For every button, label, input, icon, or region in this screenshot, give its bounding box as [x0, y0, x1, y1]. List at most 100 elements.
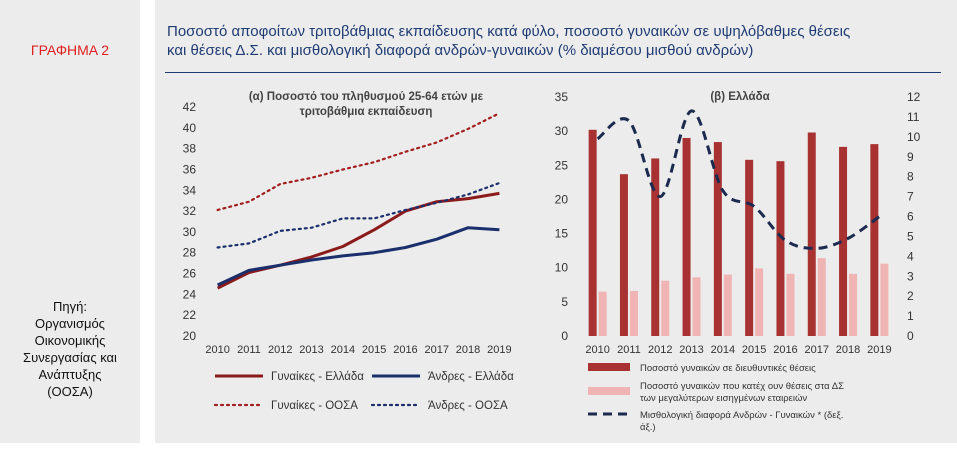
x-tick-label: 2011 [237, 344, 261, 356]
y-tick-label: 38 [183, 142, 197, 156]
y2-tick-label: 11 [907, 110, 920, 124]
y-tick-label: 30 [183, 225, 197, 239]
bar-boards [692, 277, 701, 336]
y-tick-label: 28 [183, 246, 197, 260]
chart-b-title: (β) Ελλάδα [710, 91, 769, 103]
y-tick-label: 15 [555, 227, 569, 241]
x-tick-label: 2017 [805, 344, 829, 356]
bar-managers [682, 137, 691, 336]
y-tick-label: 32 [183, 204, 197, 218]
y2-tick-label: 5 [907, 229, 914, 243]
bar-boards [880, 263, 889, 336]
legend-swatch [588, 387, 630, 395]
x-tick-label: 2015 [742, 344, 766, 356]
bar-managers [745, 159, 754, 336]
title-divider [165, 72, 941, 73]
source-line: (ΟΟΣΑ) [47, 384, 93, 399]
x-tick-label: 2016 [773, 344, 797, 356]
chart-a-title: (α) Ποσοστό του πληθυσμού 25-64 ετών με [249, 91, 484, 103]
chart-a-title: τριτοβάθμια εκπαίδευση [300, 106, 433, 118]
y-tick-label: 20 [183, 329, 197, 343]
x-tick-label: 2013 [679, 344, 703, 356]
x-tick-label: 2014 [331, 344, 355, 356]
legend-label: Άνδρες - Ελλάδα [428, 371, 514, 383]
y-tick-label: 40 [183, 121, 197, 135]
figure-panel: Ποσοστό αποφοίτων τριτοβάθμιας εκπαίδευσ… [155, 0, 957, 443]
bar-boards [598, 291, 607, 336]
x-tick-label: 2017 [425, 344, 449, 356]
figure-title-line: και θέσεις Δ.Σ. και μισθολογική διαφορά … [167, 42, 754, 59]
y-tick-label: 34 [183, 183, 197, 197]
y-tick-label: 10 [555, 261, 569, 275]
bar-managers [839, 146, 848, 336]
legend-label: Μισθολογική διαφορά Ανδρών - Γυναικών * … [640, 410, 843, 421]
bar-managers [713, 142, 722, 336]
y-tick-label: 22 [183, 308, 197, 322]
x-tick-label: 2018 [456, 344, 480, 356]
figure-title-line: Ποσοστό αποφοίτων τριτοβάθμιας εκπαίδευσ… [167, 23, 851, 40]
x-tick-label: 2016 [393, 344, 417, 356]
gap-line [596, 109, 881, 250]
y2-tick-label: 2 [907, 289, 914, 303]
x-tick-label: 2010 [205, 344, 229, 356]
bar-managers [807, 132, 816, 336]
x-tick-label: 2010 [585, 344, 609, 356]
y-tick-label: 20 [555, 192, 569, 206]
y2-tick-label: 12 [907, 90, 921, 104]
y-tick-label: 42 [183, 100, 197, 114]
y2-tick-label: 1 [907, 309, 914, 323]
y-tick-label: 26 [183, 267, 197, 281]
chart-b-greece: (β) Ελλάδα051015202530350123456789101112… [555, 90, 921, 433]
y2-tick-label: 8 [907, 170, 914, 184]
bar-managers [619, 174, 628, 336]
y-tick-label: 5 [561, 295, 568, 309]
y-tick-label: 35 [555, 90, 569, 104]
source-line: Οργανισμός [35, 316, 105, 331]
x-tick-label: 2019 [487, 344, 511, 356]
y-tick-label: 24 [183, 287, 197, 301]
bar-managers [588, 129, 597, 336]
x-tick-label: 2019 [867, 344, 891, 356]
legend-label: Γυναίκες - Ελλάδα [271, 371, 364, 383]
bar-boards [755, 268, 764, 336]
y2-tick-label: 4 [907, 249, 914, 263]
x-tick-label: 2015 [362, 344, 386, 356]
x-tick-label: 2014 [711, 344, 735, 356]
series-line-3 [216, 112, 501, 212]
figure-label: ΓΡΑΦΗΜΑ 2 [30, 42, 110, 58]
bar-managers [651, 158, 660, 336]
x-tick-label: 2018 [836, 344, 860, 356]
y-tick-label: 30 [555, 124, 569, 138]
series-line-4 [216, 181, 501, 249]
y-tick-label: 25 [555, 158, 569, 172]
legend-label: άξ.) [640, 422, 656, 433]
source-line: Ανάπτυξης [38, 367, 102, 382]
legend-label: Ποσοστό γυναικών σε διευθυντικές θέσεις [640, 363, 816, 374]
legend-label: Άνδρες - ΟΟΣΑ [428, 400, 508, 412]
x-tick-label: 2012 [268, 344, 292, 356]
legend-label: Γυναίκες - ΟΟΣΑ [271, 400, 358, 412]
y2-tick-label: 10 [907, 130, 921, 144]
legend-swatch [588, 363, 630, 371]
bar-boards [629, 290, 638, 336]
legend-label: Ποσοστό γυναικών που κατέχ ουν θέσεις στ… [640, 381, 844, 392]
y2-tick-label: 3 [907, 269, 914, 283]
x-tick-label: 2011 [617, 344, 641, 356]
y2-tick-label: 6 [907, 210, 914, 224]
y2-tick-label: 9 [907, 150, 914, 164]
bar-boards [786, 273, 795, 336]
bar-boards [723, 274, 732, 336]
source-note: Πηγή: Οργανισμός Οικονομικής Συνεργασίας… [0, 298, 140, 400]
x-tick-label: 2012 [648, 344, 672, 356]
y2-tick-label: 0 [907, 329, 914, 343]
legend-label: των μεγαλύτερων εισηγμένων εταιρειών [640, 393, 807, 404]
series-line-2 [216, 226, 500, 287]
bar-boards [817, 258, 826, 336]
y-tick-label: 36 [183, 162, 197, 176]
y2-tick-label: 7 [907, 190, 914, 204]
bar-managers [870, 144, 879, 336]
series-line-1 [216, 191, 500, 290]
bar-boards [849, 273, 858, 336]
source-line: Πηγή: [53, 299, 87, 314]
bar-managers [776, 161, 785, 336]
